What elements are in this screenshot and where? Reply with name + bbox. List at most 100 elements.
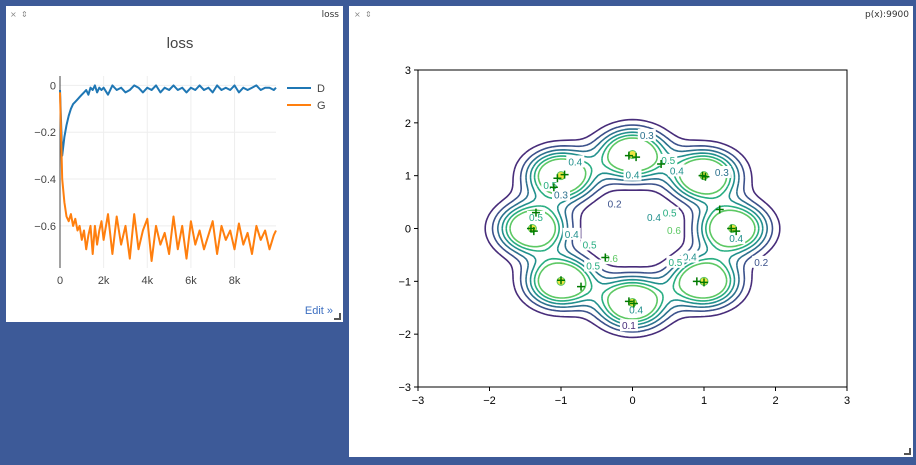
contour-label-bg [566,155,585,168]
contour-label-bg [637,129,656,142]
contour-label: 0.5 [586,262,600,273]
sample-marker [629,299,638,308]
x-tick-label: 6k [185,275,197,287]
x-tick-label: 8k [229,275,241,287]
sample-marker [560,170,569,179]
contour-label-bg [602,252,621,265]
contour-label: 0.2 [754,258,768,269]
contour-label: 0.6 [604,254,618,265]
contour-label: 0.3 [640,131,654,142]
contour-label: 0.5 [583,240,597,251]
y-tick-label: −0.2 [34,127,56,139]
sample-marker [557,276,565,285]
window-tag: p(x):9900 [865,10,909,20]
contour-label-bg [605,197,624,210]
contour-label: 0.2 [608,200,622,211]
sample-marker [700,278,708,287]
density-contour-plot: −3 −2 −1 0 1 2 3 −3 −2 −1 0 1 2 3 0.1 0.2 0.2 0.3 0.3 0.3 0.… [398,65,850,407]
window-tag: loss [321,10,339,20]
y-tick-label: 1 [405,171,411,183]
x-tick-label: 0 [57,275,63,287]
density-peak [628,297,637,307]
series-line-D [59,84,277,157]
y-tick-label: −0.4 [34,174,56,186]
sample-marker [732,227,741,236]
contour-label: 0.1 [622,321,636,332]
contour-label: 0.4 [670,166,684,177]
x-tick-label: 3 [844,395,850,407]
contour-label-bg [619,319,638,332]
contour-label-bg [623,168,642,181]
contour-lines [484,118,781,339]
sample-marker [624,151,633,160]
loss-chart: loss 0 −0.2 −0.4 −0.6 0 2k 4k 6k 8k DG [34,35,326,287]
sample-marker [657,160,666,169]
contour-label-bg [727,232,746,245]
sample-marker [529,227,538,236]
contour-label: 0.4 [565,230,579,241]
x-tick-label: 2 [772,395,778,407]
contour-label-bg [712,166,731,179]
sample-marker [601,253,610,262]
x-tick-label: 0 [629,395,635,407]
contour-label: 0.4 [683,253,697,264]
resize-handle[interactable] [334,313,341,320]
contour-label-bg [664,224,683,237]
sample-marker [624,297,633,306]
edit-link[interactable]: Edit » [304,305,333,317]
contour-label: 0.5 [668,258,682,269]
contour-label: 0.5 [663,209,677,220]
contour-label: 0.4 [729,234,743,245]
chart-title: loss [167,35,194,52]
y-tick-label: −3 [398,382,411,394]
close-icon[interactable]: × [10,10,17,19]
sample-marker [531,208,540,217]
pin-icon[interactable]: ⇕ [365,10,372,19]
contour-label-bg [659,153,678,166]
contour-label-bg [666,255,685,268]
sample-marker [577,282,586,291]
contour-label-bg [752,255,771,268]
contour-label-bg [584,259,603,272]
x-tick-label: −2 [483,395,496,407]
x-tick-label: 1 [701,395,707,407]
density-window: × ⇕ p(x):9900 −3 −2 −1 0 1 2 3 −3 −2 −1 0 1 2 3 0.1 0.2… [349,6,913,457]
y-tick-label: 0 [405,224,411,236]
y-tick-label: −1 [398,276,411,288]
x-tick-label: −3 [412,395,425,407]
contour-label: 0.3 [715,168,729,179]
resize-handle[interactable] [904,448,911,455]
y-tick-label: −2 [398,329,411,341]
legend-label: G [317,100,326,112]
contour-label-bg [526,210,545,223]
contour-label-bg [667,164,686,177]
x-tick-label: −1 [555,395,568,407]
close-icon[interactable]: × [354,10,361,19]
contour-label-bg [660,206,679,219]
contour-label-bg [552,188,570,201]
contour-label-bg [541,179,560,192]
legend-label: D [317,83,325,95]
y-tick-label: 3 [405,65,411,77]
contour-label: 0.5 [661,156,675,167]
y-tick-label: −0.6 [34,221,56,233]
loss-window: × ⇕ loss loss 0 −0.2 −0.4 −0.6 0 2k 4k 6k 8k D G Ed… [6,6,343,322]
contour-label: 0.5 [529,213,543,224]
y-tick-label: 0 [50,80,56,92]
contour-label: 0.4 [629,305,643,316]
sample-marker [701,172,710,181]
plot-frame [417,69,848,388]
contour-label: 0.3 [554,191,568,202]
sample-marker [715,205,724,214]
contour-label: 0.6 [667,226,681,237]
sample-marker [692,277,701,286]
sample-marker [553,174,562,183]
contour-label-bg [562,227,581,240]
x-tick-label: 2k [98,275,110,287]
contour-label: 0.4 [626,171,640,182]
y-tick-label: 2 [405,118,411,130]
pin-icon[interactable]: ⇕ [21,10,28,19]
sample-marker [549,183,558,192]
sample-marker [727,224,736,233]
series-line-G [59,92,277,262]
